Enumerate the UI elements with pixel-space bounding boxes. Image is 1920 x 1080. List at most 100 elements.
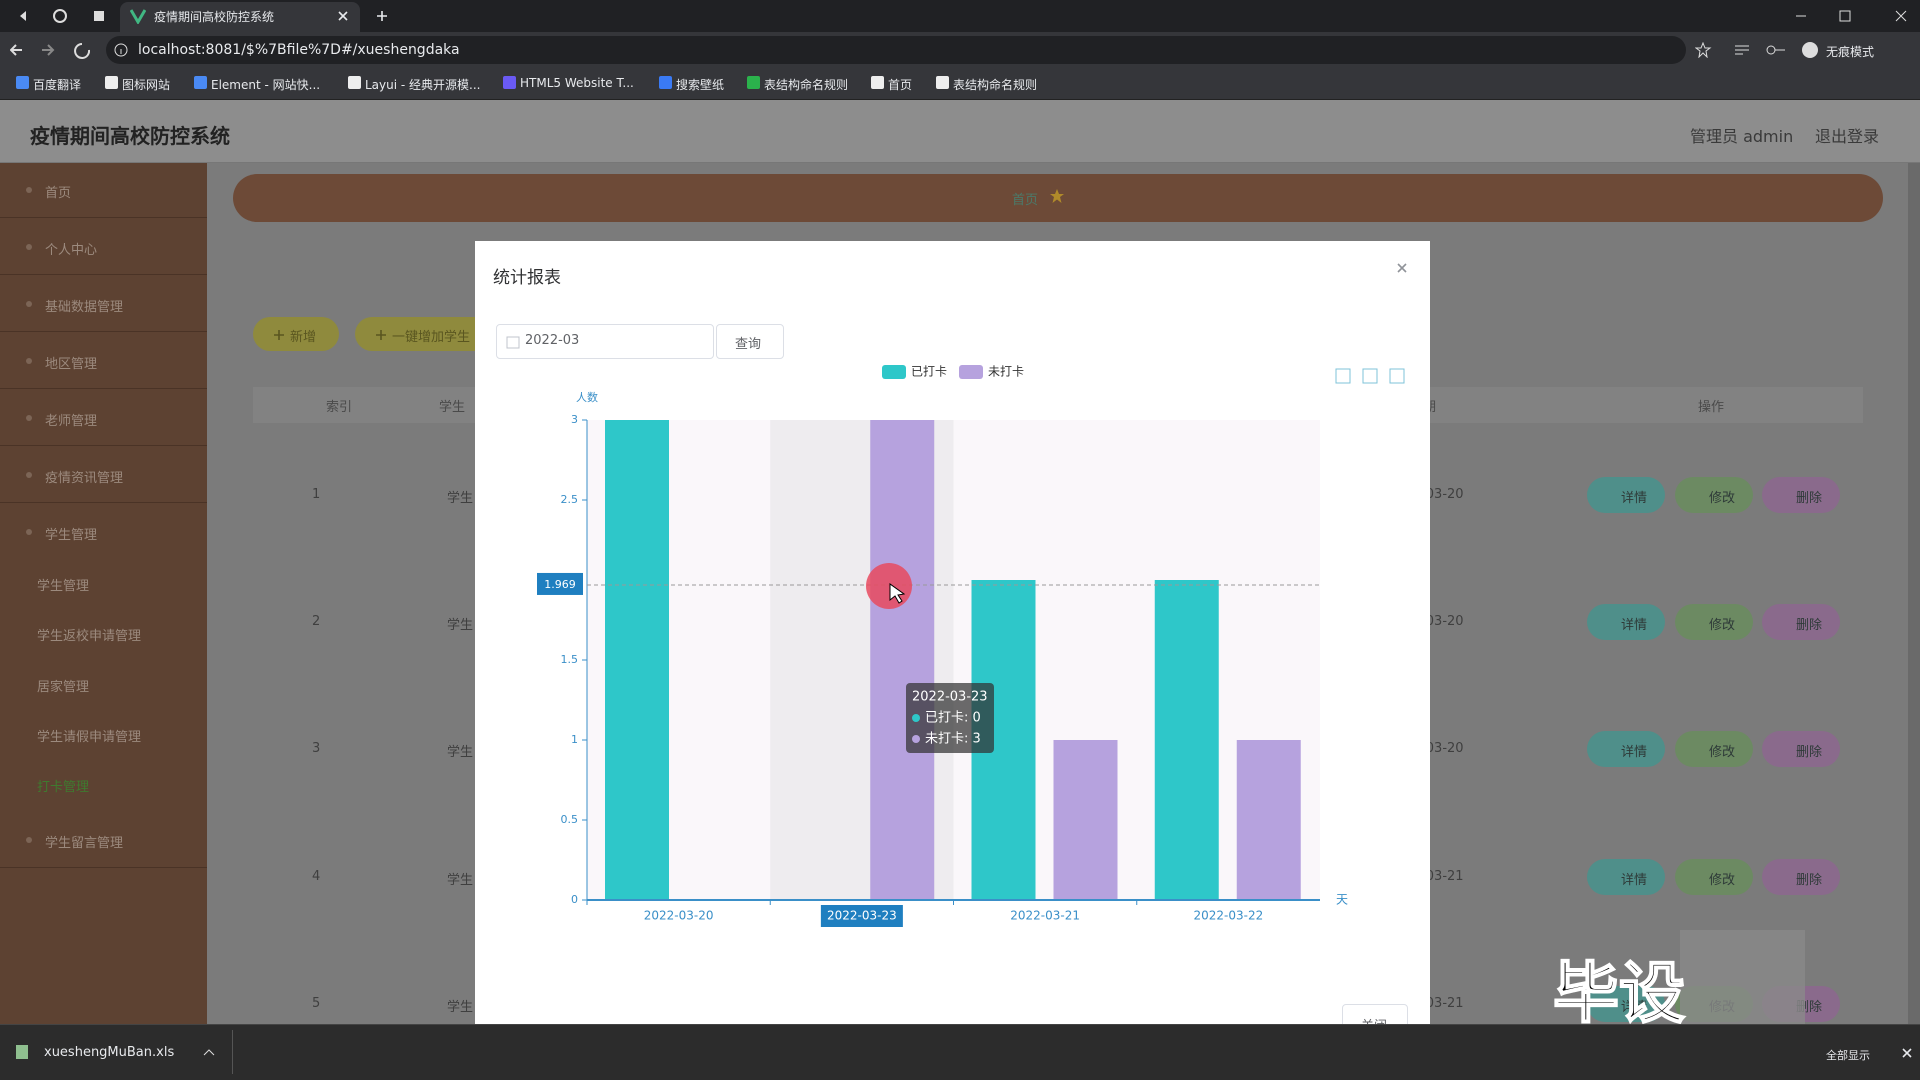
tab-favicon: [130, 9, 146, 24]
menu-item[interactable]: 个人中心: [45, 243, 98, 258]
menu-item[interactable]: 老师管理: [45, 414, 98, 429]
bookmark[interactable]: 搜索壁纸: [676, 78, 725, 92]
action-button[interactable]: [1762, 731, 1840, 767]
menu-item[interactable]: 学生管理: [45, 528, 98, 543]
action-button[interactable]: [1762, 477, 1840, 513]
sidebar: [0, 163, 207, 1024]
watermark-blur: [1680, 930, 1805, 1030]
y-tick-label: 2.5: [561, 493, 579, 506]
bookmark-icon: [659, 76, 672, 89]
active-tab: [120, 2, 360, 32]
bookmark-icon: [105, 76, 118, 89]
action-button[interactable]: [1587, 731, 1665, 767]
nav-buttons[interactable]: [10, 40, 90, 60]
row-name: 学生: [447, 1000, 474, 1015]
date-value: 2022-03: [525, 333, 580, 348]
tab-title[interactable]: 疫情期间高校防控系统: [154, 10, 275, 24]
bookmarks-bar: [0, 68, 1920, 100]
submenu-item[interactable]: 居家管理: [37, 679, 90, 695]
action-button[interactable]: [1587, 859, 1665, 895]
action-button[interactable]: [1762, 859, 1840, 895]
menu-item[interactable]: 学生留言管理: [45, 835, 124, 851]
date-input[interactable]: [496, 324, 714, 359]
action-button[interactable]: [1675, 731, 1753, 767]
tooltip: [906, 683, 994, 753]
action-label: 详情: [1621, 1000, 1648, 1015]
x-tick-label: 2022-03-23: [827, 909, 897, 923]
close-button[interactable]: [1342, 1004, 1408, 1024]
action-button[interactable]: [1587, 477, 1665, 513]
menu-divider: [0, 502, 207, 503]
modal-close[interactable]: [1395, 261, 1409, 275]
action-label: 详情: [1621, 745, 1648, 760]
row-index: 1: [312, 487, 321, 502]
table-header-cell: 学生: [439, 400, 466, 415]
download-divider: [232, 1030, 233, 1074]
show-all[interactable]: 全部显示: [1826, 1049, 1870, 1062]
download-file[interactable]: xueshengMuBan.xls: [44, 1045, 175, 1060]
y-tick-label: 1.5: [561, 653, 579, 666]
action-button[interactable]: [1587, 604, 1665, 640]
close-label: 关闭: [1361, 1015, 1387, 1024]
menu-item[interactable]: 疫情资讯管理: [45, 471, 124, 486]
address-icons[interactable]: [1695, 42, 1825, 58]
menu-icon: [26, 415, 32, 421]
toolbox-icon: [1389, 368, 1405, 384]
bookmark[interactable]: Layui - 经典开源模...: [365, 78, 481, 92]
window-controls[interactable]: [1796, 6, 1916, 26]
menu-icon: [26, 358, 32, 364]
bookmark[interactable]: Element - 网站快...: [211, 78, 321, 92]
legend-swatch: [959, 365, 983, 379]
x-axis-name: 天: [1336, 893, 1348, 907]
bookmark[interactable]: 表结构命名规则: [764, 78, 849, 92]
toolbox-icon: [1362, 368, 1378, 384]
tooltip-dot: [912, 714, 920, 722]
bookmark[interactable]: 百度翻译: [33, 78, 82, 92]
url[interactable]: localhost:8081/$%7Bfile%7D#/xueshengdaka: [138, 42, 460, 58]
omnibox[interactable]: [106, 36, 1686, 64]
download-close[interactable]: [1900, 1046, 1914, 1060]
bookmark-icon: [871, 76, 884, 89]
menu-icon: [26, 187, 32, 193]
legend-label: 已打卡: [911, 365, 947, 379]
query-button[interactable]: [716, 324, 784, 359]
tooltip-row: 已打卡: 0: [925, 711, 981, 726]
toolbar-label[interactable]: 新增: [290, 330, 317, 345]
submenu-item[interactable]: 学生返校申请管理: [37, 629, 142, 645]
new-tab[interactable]: [375, 9, 389, 23]
action-label: 删除: [1796, 873, 1823, 888]
click-indicator: [866, 563, 912, 609]
bookmark[interactable]: 表结构命名规则: [953, 78, 1038, 92]
bookmark[interactable]: 图标网站: [122, 78, 171, 92]
submenu-item[interactable]: 打卡管理: [37, 780, 90, 796]
action-button[interactable]: [1675, 859, 1753, 895]
menu-item[interactable]: 地区管理: [45, 357, 98, 372]
action-button[interactable]: [1762, 604, 1840, 640]
toolbar-button[interactable]: [253, 317, 339, 351]
tooltip-row: 未打卡: 3: [925, 732, 981, 747]
bar: [870, 420, 935, 900]
menu-item[interactable]: 基础数据管理: [45, 300, 124, 315]
tab-close[interactable]: [336, 9, 350, 23]
menu-item[interactable]: 首页: [45, 186, 72, 201]
profile-label[interactable]: 无痕模式: [1826, 45, 1875, 59]
action-button[interactable]: [1675, 477, 1753, 513]
tooltip-title: 2022-03-23: [912, 690, 988, 705]
breadcrumb[interactable]: 首页: [1012, 193, 1039, 208]
action-button[interactable]: [1587, 986, 1665, 1022]
bookmark[interactable]: HTML5 Website T...: [520, 76, 634, 90]
action-button[interactable]: [1675, 604, 1753, 640]
logout[interactable]: 退出登录: [1815, 127, 1880, 146]
table-header-cell: 操作: [1698, 400, 1725, 415]
submenu-item[interactable]: 学生请假申请管理: [37, 729, 142, 745]
legend-label: 未打卡: [988, 365, 1024, 379]
toolbar-label[interactable]: 一键增加学生: [392, 330, 471, 345]
y-tick-label: 3: [571, 413, 578, 426]
row-index: 2: [312, 614, 321, 629]
modal-title: 统计报表: [493, 268, 561, 288]
menu-icon: [26, 836, 32, 843]
modal: 统计报表 2022-03 查询关闭 0 0.5 1 1.5 2.5 3 人数天 2022-03-20…: [475, 241, 1430, 1024]
bookmark[interactable]: 首页: [888, 78, 913, 92]
submenu-item[interactable]: 学生管理: [37, 579, 90, 594]
